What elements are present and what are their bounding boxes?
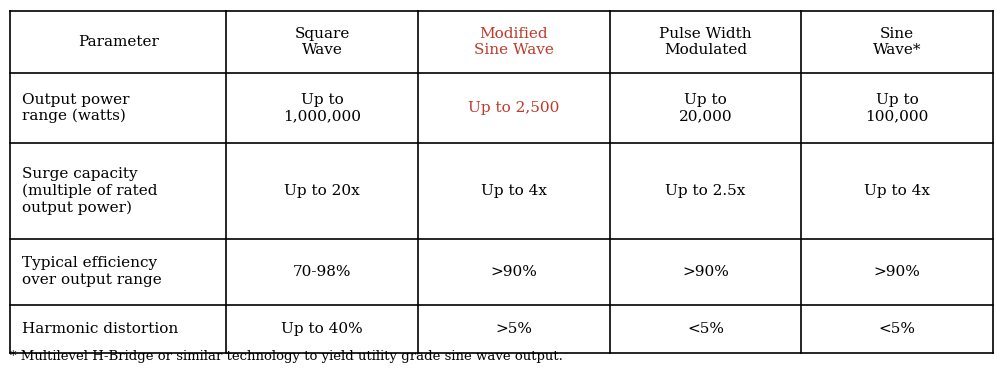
Text: Harmonic distortion: Harmonic distortion: [22, 322, 178, 336]
Text: Up to 20x: Up to 20x: [284, 184, 360, 198]
Text: Up to 2,500: Up to 2,500: [468, 101, 559, 115]
Text: * Multilevel H-Bridge or similar technology to yield utility grade sine wave out: * Multilevel H-Bridge or similar technol…: [10, 350, 562, 363]
Text: Sine
Wave*: Sine Wave*: [872, 27, 921, 57]
Text: Up to
100,000: Up to 100,000: [865, 93, 928, 123]
Text: Pulse Width
Modulated: Pulse Width Modulated: [658, 27, 752, 57]
Text: Square
Wave: Square Wave: [295, 27, 350, 57]
Text: Up to
1,000,000: Up to 1,000,000: [283, 93, 361, 123]
Text: Modified
Sine Wave: Modified Sine Wave: [473, 27, 553, 57]
Text: <5%: <5%: [686, 322, 723, 336]
Text: 70-98%: 70-98%: [293, 265, 351, 278]
Text: Up to 40%: Up to 40%: [281, 322, 363, 336]
Text: <5%: <5%: [878, 322, 915, 336]
Text: >5%: >5%: [495, 322, 532, 336]
Text: Typical efficiency
over output range: Typical efficiency over output range: [22, 256, 161, 287]
Text: >90%: >90%: [490, 265, 537, 278]
Text: >90%: >90%: [873, 265, 920, 278]
Text: Parameter: Parameter: [77, 35, 158, 49]
Text: Up to 2.5x: Up to 2.5x: [664, 184, 744, 198]
Text: >90%: >90%: [681, 265, 728, 278]
Text: Output power
range (watts): Output power range (watts): [22, 93, 129, 123]
Text: Surge capacity
(multiple of rated
output power): Surge capacity (multiple of rated output…: [22, 167, 157, 215]
Text: Up to
20,000: Up to 20,000: [678, 93, 731, 123]
Text: Up to 4x: Up to 4x: [864, 184, 929, 198]
Text: Up to 4x: Up to 4x: [480, 184, 546, 198]
